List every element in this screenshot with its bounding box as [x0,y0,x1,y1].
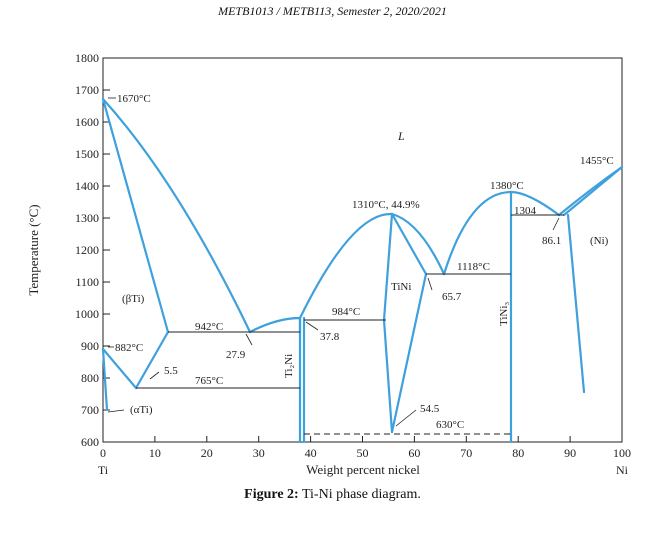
x-tick-10: 10 [149,446,161,460]
y-tick-900: 900 [81,339,99,353]
alpha-ti-solvus [101,347,109,412]
y-tick-1400: 1400 [75,179,99,193]
y-axis-label: Temperature (°C) [26,204,41,295]
phase-boundaries [101,97,624,444]
label-630: 630°C [436,419,464,431]
tinI3-liquidus-left [442,190,513,276]
x-tick-70: 70 [460,446,472,460]
label-882: 882°C [115,342,143,354]
x-tick-30: 30 [253,446,265,460]
y-tick-1100: 1100 [75,275,99,289]
x-right-element-ni: Ni [616,463,629,477]
x-tick-marks [154,436,571,442]
liquidus-to-ti2ni [248,316,302,334]
label-1670: 1670°C [117,93,151,105]
y-tick-1200: 1200 [75,243,99,257]
x-tick-0: 0 [100,446,106,460]
label-alpha-ti: (αTi) [130,404,153,416]
y-tick-800: 800 [81,371,99,385]
ni-solvus [566,213,586,394]
label-1304: 1304 [514,205,537,217]
tinI3-liquidus-right [509,190,561,217]
tini-solidus-left [382,212,394,434]
label-86-1: 86.1 [542,235,561,247]
label-beta-ti: (βTi) [122,293,145,305]
x-tick-80: 80 [512,446,524,460]
y-tick-labels: 600 700 800 900 1000 1100 1200 1300 1400… [75,51,99,449]
label-tini: TiNi [391,281,411,293]
figure-caption-text: Ti-Ni phase diagram. [298,487,421,502]
y-tick-1800: 1800 [75,51,99,65]
label-1118: 1118°C [457,261,490,273]
isotherm-lines [136,214,564,435]
x-tick-labels: 0 10 20 30 40 50 60 70 80 90 100 Ti Ni [98,446,631,477]
x-left-element-ti: Ti [98,463,109,477]
ni-solidus [562,165,624,217]
label-1380: 1380°C [490,180,524,192]
x-tick-20: 20 [201,446,213,460]
x-tick-60: 60 [408,446,420,460]
beta-transus-left [101,347,138,390]
tini-liquidus-right [390,212,446,276]
plot-frame [102,57,623,443]
label-ni-phase: (Ni) [590,235,609,247]
annotations: 1670°C L 1455°C 1380°C 1310°C, 44.9% 130… [115,93,614,431]
figure-caption-prefix: Figure 2: [244,487,299,502]
y-tick-1700: 1700 [75,83,99,97]
y-tick-1600: 1600 [75,115,99,129]
label-liquid: L [397,129,405,143]
y-tick-700: 700 [81,403,99,417]
beta-ti-solidus [101,97,170,334]
label-tini3: TiNi₃ [498,302,510,326]
tini-solidus-right [390,212,428,434]
page-header: METB1013 / METB113, Semester 2, 2020/202… [218,4,447,18]
label-65-7: 65.7 [442,291,462,303]
label-1455: 1455°C [580,155,614,167]
label-27-9: 27.9 [226,349,246,361]
x-tick-50: 50 [357,446,369,460]
label-ti2ni: Ti₂Ni [283,354,295,378]
x-tick-40: 40 [305,446,317,460]
x-tick-90: 90 [564,446,576,460]
label-1310: 1310°C, 44.9% [352,199,420,211]
y-tick-1000: 1000 [75,307,99,321]
x-tick-100: 100 [613,446,631,460]
label-984: 984°C [332,306,360,318]
label-5-5: 5.5 [164,365,178,377]
y-tick-1300: 1300 [75,211,99,225]
beta-transus-right [134,330,170,390]
figure-caption: Figure 2: Ti-Ni phase diagram. [0,487,665,503]
label-765: 765°C [195,375,223,387]
y-tick-1500: 1500 [75,147,99,161]
y-tick-600: 600 [81,435,99,449]
liquidus-ti-side [101,97,252,334]
label-54-5: 54.5 [420,403,440,415]
label-37-8: 37.8 [320,331,340,343]
label-942: 942°C [195,321,223,333]
tini-liquidus-left [298,212,394,320]
x-axis-label: Weight percent nickel [306,462,420,477]
leader-lines [107,97,560,427]
